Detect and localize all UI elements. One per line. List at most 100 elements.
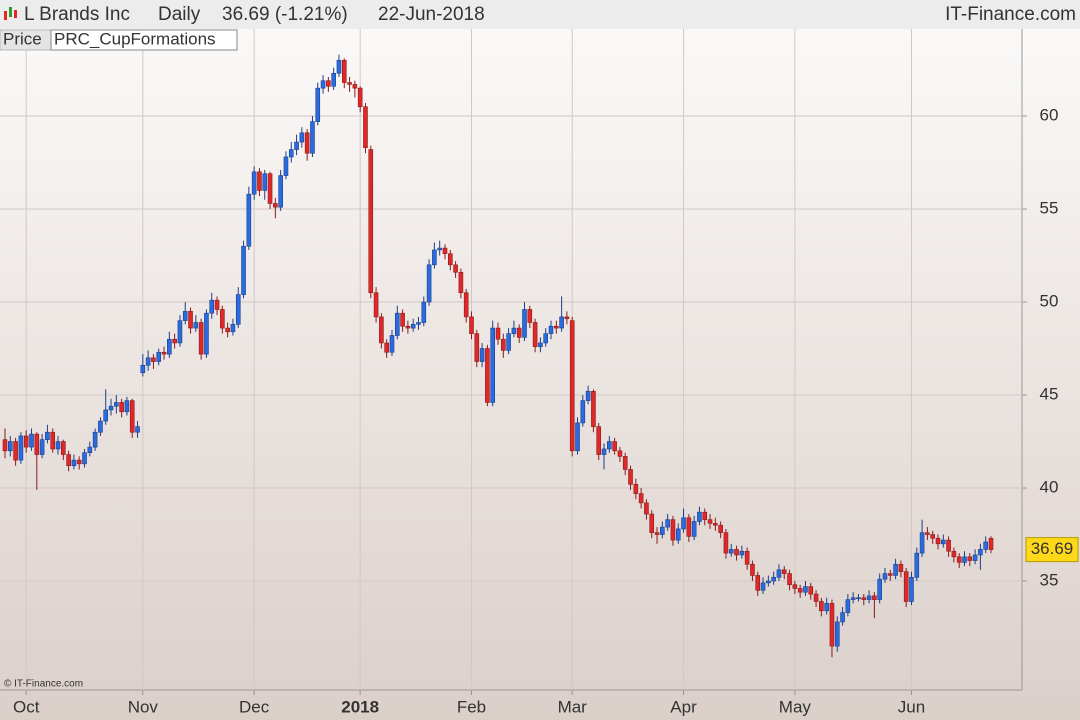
candle-body bbox=[882, 573, 888, 580]
candle-body bbox=[373, 292, 379, 318]
candle-body bbox=[649, 513, 655, 533]
candle-body bbox=[808, 586, 814, 595]
candle-body bbox=[522, 309, 527, 338]
candle-body bbox=[516, 327, 522, 338]
candle-body bbox=[612, 441, 617, 452]
candle-body bbox=[347, 82, 352, 85]
candle-body bbox=[204, 312, 209, 355]
candle-body bbox=[87, 446, 93, 453]
candle-body bbox=[596, 426, 602, 455]
candle-body bbox=[66, 454, 71, 466]
x-tick-label: Apr bbox=[670, 697, 697, 716]
candle-body bbox=[935, 537, 941, 545]
candle-body bbox=[135, 426, 140, 433]
header-name: L Brands Inc bbox=[24, 4, 130, 25]
candle-body bbox=[230, 324, 236, 333]
candle-body bbox=[527, 309, 533, 323]
candle-body bbox=[750, 563, 755, 576]
y-tick-label: 60 bbox=[1040, 106, 1059, 125]
candle-body bbox=[956, 556, 962, 563]
candle-body bbox=[474, 333, 480, 362]
candle-body bbox=[336, 59, 342, 74]
candle-body bbox=[580, 400, 586, 424]
candle-body bbox=[278, 175, 283, 208]
y-tick-label: 40 bbox=[1040, 478, 1059, 497]
candle-body bbox=[235, 294, 241, 325]
candle-body bbox=[241, 245, 246, 295]
candle-body bbox=[511, 327, 517, 334]
candle-body bbox=[262, 173, 268, 191]
candle-body bbox=[819, 601, 824, 612]
x-tick-label: Oct bbox=[13, 697, 40, 716]
y-tick-label: 35 bbox=[1040, 570, 1059, 589]
candle-body bbox=[273, 203, 278, 208]
candle-body bbox=[453, 264, 458, 273]
candle-body bbox=[394, 312, 400, 336]
candle-body bbox=[29, 433, 34, 448]
candle-body bbox=[55, 441, 61, 450]
y-tick-label: 50 bbox=[1040, 292, 1059, 311]
tab[interactable] bbox=[50, 29, 238, 51]
candle-body bbox=[951, 550, 957, 558]
x-tick-label: Feb bbox=[457, 697, 486, 716]
candle-body bbox=[532, 322, 538, 347]
copyright: © IT-Finance.com bbox=[4, 679, 83, 690]
candle-body bbox=[172, 338, 177, 344]
candle-body bbox=[665, 519, 670, 528]
candle-body bbox=[713, 523, 718, 526]
candle-body bbox=[8, 441, 13, 452]
x-tick-label: 2018 bbox=[341, 697, 379, 716]
candle-body bbox=[463, 292, 469, 318]
candle-body bbox=[893, 563, 898, 576]
candle-body bbox=[405, 325, 411, 329]
candle-body bbox=[39, 439, 45, 455]
candle-body bbox=[691, 521, 697, 537]
candle-body bbox=[114, 402, 119, 407]
candle-body bbox=[177, 320, 183, 344]
candle-body bbox=[140, 364, 146, 374]
candle-body bbox=[638, 493, 644, 504]
candle-body bbox=[930, 534, 935, 539]
candle-body bbox=[617, 450, 623, 457]
candle-body bbox=[82, 452, 87, 465]
candle-body bbox=[501, 338, 506, 351]
candle-body bbox=[755, 575, 761, 591]
candle-body bbox=[538, 342, 543, 347]
candle-body bbox=[967, 556, 973, 561]
candle-body bbox=[447, 253, 453, 266]
candle-body bbox=[978, 549, 983, 556]
candle-body bbox=[220, 309, 225, 329]
candle-body bbox=[707, 519, 713, 524]
candle-body bbox=[421, 301, 427, 323]
y-tick-label: 55 bbox=[1040, 199, 1059, 218]
candle-body bbox=[776, 569, 782, 578]
last-price-label: 36.69 bbox=[1031, 539, 1074, 558]
candle-body bbox=[161, 351, 167, 355]
candle-body bbox=[644, 502, 649, 515]
candle-body bbox=[744, 550, 750, 565]
candle-body bbox=[490, 327, 495, 403]
candle-body bbox=[628, 469, 633, 485]
candle-body bbox=[845, 599, 851, 613]
candle-body bbox=[739, 550, 745, 556]
candle-body bbox=[887, 573, 893, 576]
candle-body bbox=[246, 193, 252, 247]
candle-body bbox=[654, 532, 660, 535]
candle-body bbox=[834, 621, 840, 647]
candle-body bbox=[288, 149, 294, 158]
candle-body bbox=[559, 316, 564, 329]
x-tick-label: May bbox=[779, 697, 812, 716]
candle-body bbox=[829, 603, 835, 647]
candle-body bbox=[283, 156, 289, 176]
header-icon bbox=[4, 7, 17, 20]
candle-body bbox=[607, 441, 612, 450]
candle-body bbox=[686, 517, 692, 537]
tab-label[interactable]: Price bbox=[3, 29, 42, 48]
tab-label[interactable]: PRC_CupFormations bbox=[54, 29, 216, 48]
x-tick-label: Mar bbox=[558, 697, 588, 716]
candle-body bbox=[145, 357, 151, 366]
candle-body bbox=[797, 588, 803, 593]
candle-body bbox=[108, 405, 114, 411]
candle-body bbox=[675, 528, 681, 541]
